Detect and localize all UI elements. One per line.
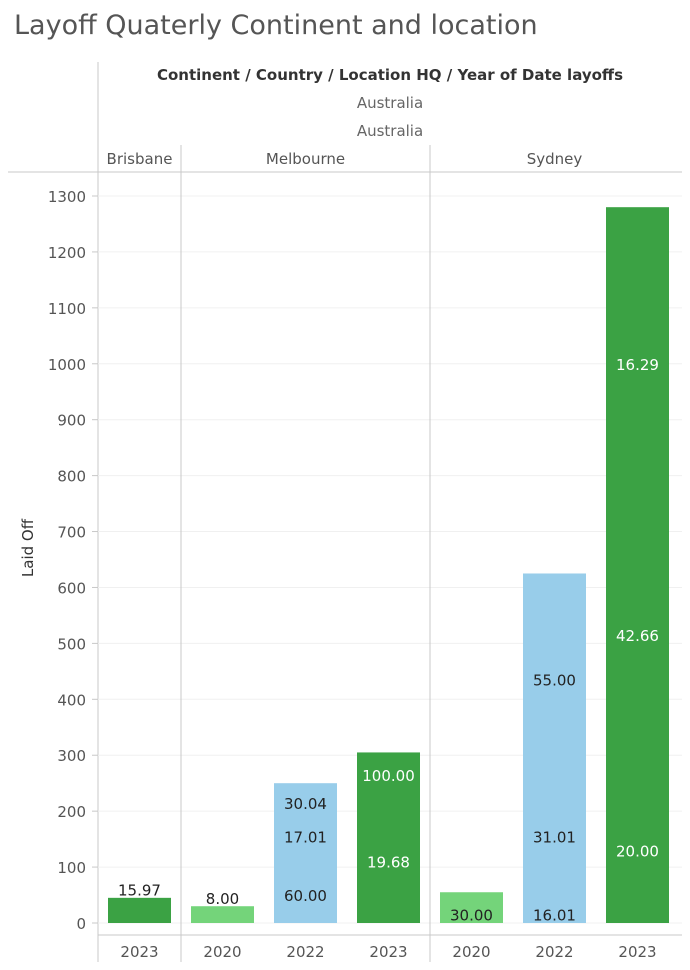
y-tick-label: 400 [57,691,86,709]
chart-title: Layoff Quaterly Continent and location [14,10,538,41]
header-continent: Australia [357,94,423,112]
y-tick-label: 800 [57,468,86,486]
y-tick-label: 500 [57,635,86,653]
y-tick-label: 1300 [48,188,86,206]
location-header: Brisbane [107,150,173,168]
y-tick-label: 1200 [48,244,86,262]
x-tick-label: 2022 [535,943,573,961]
data-label: 42.66 [616,627,659,645]
data-label: 30.00 [450,907,493,925]
data-label: 100.00 [362,767,415,785]
data-label: 17.01 [284,828,327,846]
data-label: 15.97 [118,881,161,899]
y-tick-label: 100 [57,859,86,877]
data-label: 55.00 [533,672,576,690]
y-tick-label: 900 [57,412,86,430]
y-tick-label: 1000 [48,356,86,374]
y-tick-label: 600 [57,579,86,597]
x-tick-label: 2022 [286,943,324,961]
location-header: Melbourne [266,150,345,168]
header-dimension-path: Continent / Country / Location HQ / Year… [157,66,623,84]
data-label: 8.00 [206,890,239,908]
data-label: 30.04 [284,795,327,813]
data-label: 31.01 [533,828,576,846]
y-tick-label: 700 [57,524,86,542]
y-tick-label: 0 [76,915,86,933]
x-tick-label: 2023 [618,943,656,961]
bar-melbourne-2022 [274,783,337,923]
location-header: Sydney [527,150,583,168]
x-tick-label: 2023 [369,943,407,961]
data-label: 16.01 [533,907,576,925]
bar-brisbane-2023 [108,897,171,923]
x-tick-label: 2023 [120,943,158,961]
bar-sydney-2023 [606,207,669,923]
bar-sydney-2022 [523,573,586,923]
y-axis-title: Laid Off [19,518,37,577]
bar-melbourne-2020 [191,906,254,923]
header-country: Australia [357,122,423,140]
x-tick-label: 2020 [203,943,241,961]
data-label: 60.00 [284,887,327,905]
data-label: 20.00 [616,842,659,860]
x-tick-label: 2020 [452,943,490,961]
y-tick-label: 1100 [48,300,86,318]
bar-sydney-2020 [440,892,503,923]
y-tick-label: 200 [57,803,86,821]
data-label: 16.29 [616,356,659,374]
y-tick-label: 300 [57,747,86,765]
data-label: 19.68 [367,853,410,871]
bar-melbourne-2023 [357,752,420,923]
